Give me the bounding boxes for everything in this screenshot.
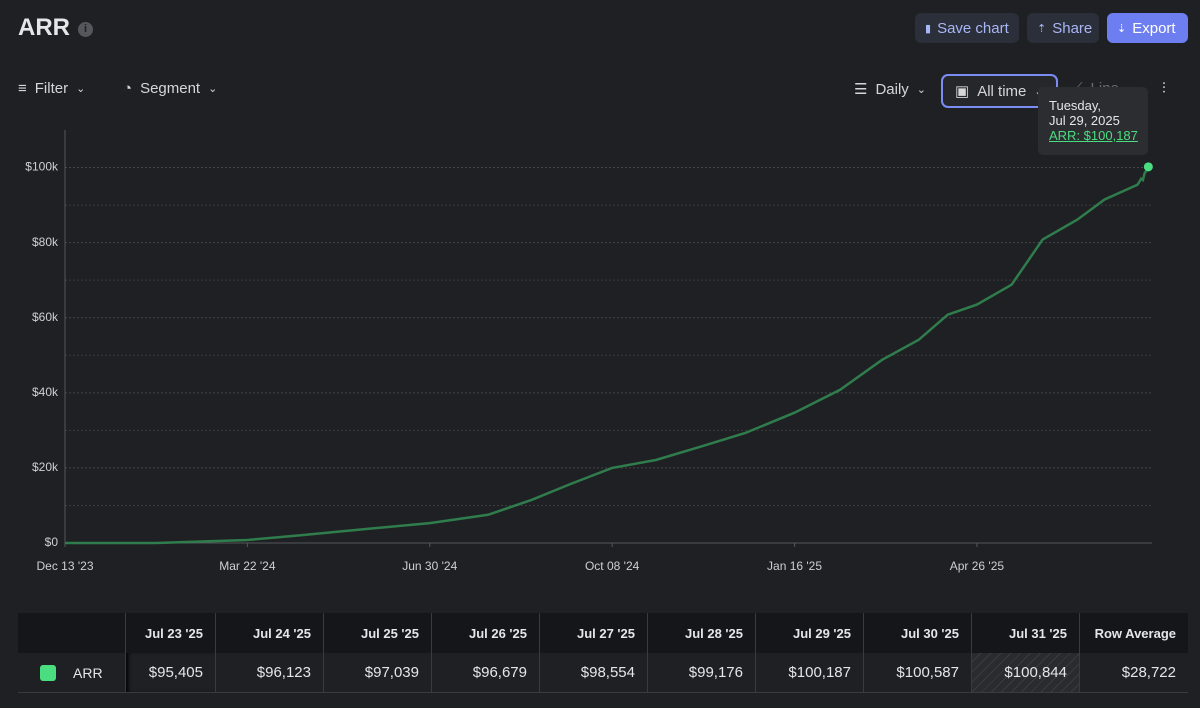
share-button[interactable]: ⇡ Share [1027, 13, 1099, 43]
value-cell: $100,187 [756, 653, 864, 693]
dropdown-label: Segment [140, 80, 201, 97]
dropdown-label: All time [977, 82, 1027, 100]
header-cell: Jul 30 '25 [864, 613, 972, 653]
header-cell [18, 613, 126, 653]
y-tick-label: $40k [32, 385, 59, 399]
x-tick-label: Apr 26 '25 [950, 559, 1005, 573]
tooltip: Tuesday, Jul 29, 2025 ARR: $100,187 [1038, 87, 1148, 155]
button-label: Save chart [937, 19, 1009, 37]
export-button[interactable]: ⇣ Export [1107, 13, 1188, 43]
x-tick-label: Mar 22 '24 [219, 559, 276, 573]
x-tick-label: Jan 16 '25 [767, 559, 822, 573]
save-chart-button[interactable]: ▮ Save chart [915, 13, 1019, 43]
button-label: Export [1132, 19, 1176, 37]
header-cell: Jul 24 '25 [216, 613, 324, 653]
value-cell: $28,722 [1080, 653, 1188, 693]
tooltip-value: ARR: $100,187 [1049, 128, 1138, 143]
line-series [65, 166, 1150, 545]
row-label: ARR [18, 653, 126, 693]
header-cell: Row Average [1080, 613, 1188, 653]
y-tick-label: $60k [32, 310, 59, 324]
value-cell: $95,405 [126, 653, 216, 693]
y-tick-label: $80k [32, 235, 59, 249]
x-tick-label: Oct 08 '24 [585, 559, 640, 573]
y-tick-label: $20k [32, 460, 59, 474]
x-tick-label: Jun 30 '24 [402, 559, 457, 573]
value-cell: $100,844 [972, 653, 1080, 693]
header-cell: Jul 26 '25 [432, 613, 540, 653]
value-cell: $96,679 [432, 653, 540, 693]
segment-dropdown[interactable]: ◔ Segment ⌄ [123, 80, 218, 97]
button-label: Share [1052, 19, 1093, 37]
interval-dropdown[interactable]: ☰ Daily ⌄ [854, 80, 927, 99]
x-tick-label: Dec 13 '23 [37, 559, 94, 573]
header-cell: Jul 29 '25 [756, 613, 864, 653]
filter-dropdown[interactable]: ≡ Filter ⌄ [18, 80, 86, 97]
header-cell: Jul 27 '25 [540, 613, 648, 653]
y-tick-label: $0 [45, 535, 59, 549]
chart: $0 $20k $40k $60k $80k $100k Dec 13 '23 Mar 22 … [25, 130, 1153, 573]
info-icon[interactable]: i [78, 22, 93, 37]
hover-point [1143, 162, 1153, 172]
value-cell: $97,039 [324, 653, 432, 693]
header-cell: Jul 31 '25 [972, 613, 1080, 653]
y-tick-label: $100k [25, 160, 59, 174]
header-cell: Jul 23 '25 [126, 613, 216, 653]
dropdown-label: Filter [34, 80, 69, 97]
value-cell: $99,176 [648, 653, 756, 693]
tooltip-date: Jul 29, 2025 [1049, 113, 1120, 128]
value-cell: $100,587 [864, 653, 972, 693]
page-title: ARR [18, 14, 70, 41]
value-cell: $98,554 [540, 653, 648, 693]
columns-toggle[interactable]: ⫶ [1162, 80, 1166, 97]
dropdown-label: Daily [875, 80, 909, 98]
tooltip-day: Tuesday, [1049, 98, 1102, 113]
value-cell: $96,123 [216, 653, 324, 693]
series-swatch [40, 665, 56, 681]
header-cell: Jul 28 '25 [648, 613, 756, 653]
header-cell: Jul 25 '25 [324, 613, 432, 653]
